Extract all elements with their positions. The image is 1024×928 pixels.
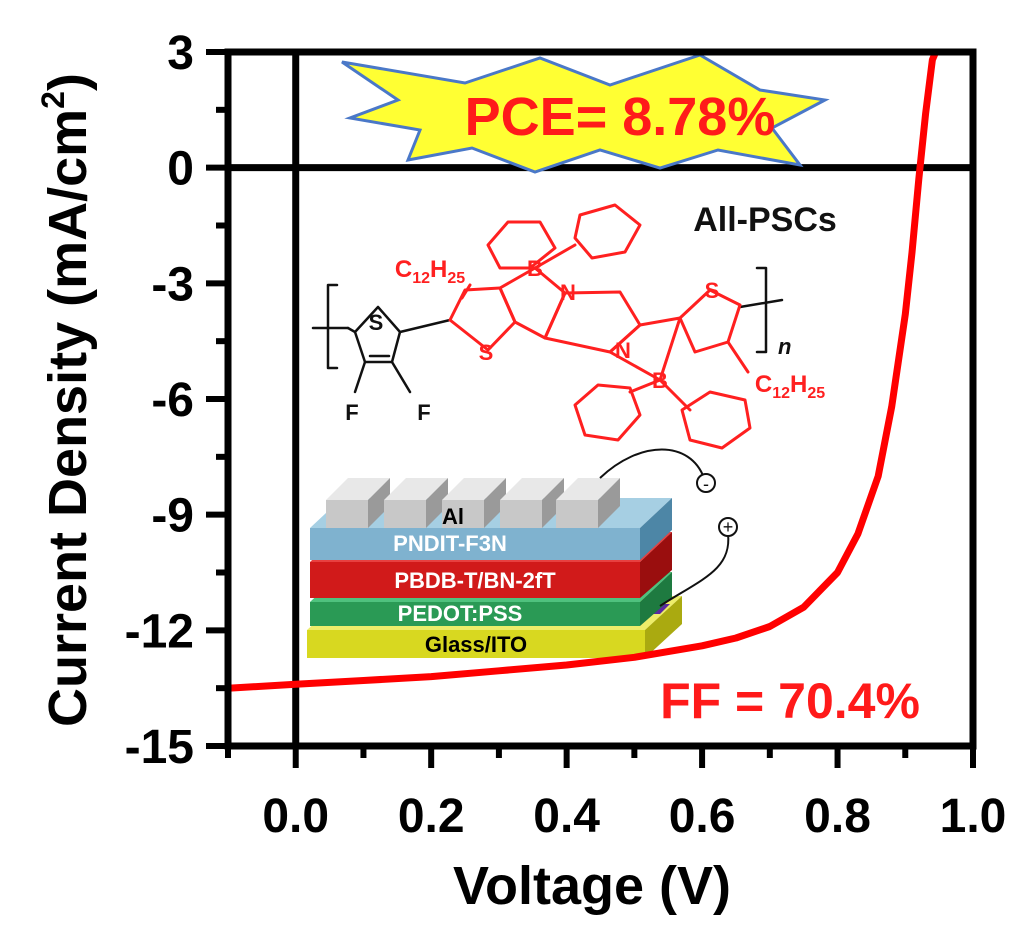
ff-label: FF = 70.4% [660,673,920,729]
atom-s-red-1: S [479,340,494,365]
bond-ph2 [533,243,577,270]
atom-s-red-2: S [705,278,720,303]
phenyl-2 [573,203,642,260]
substrate-layer [307,630,645,658]
substrate-side [645,596,682,658]
x-tick-label: 0.6 [669,790,736,843]
htl-layer [310,602,640,626]
alkyl-chain-left: C12H25 [395,256,465,287]
terminal-negative-sign: - [703,474,709,494]
bond-ft-f2 [390,360,412,394]
y-tick-label: 0 [167,143,194,196]
atom-b-top: B [527,256,543,281]
terminal-positive-sign: + [723,517,734,537]
atom-n-1: N [560,280,576,305]
active-layer [310,562,640,598]
htl-label: PEDOT:PSS [398,601,523,626]
wire-negative [599,448,705,479]
atom-b-bottom: B [652,368,668,393]
jv-curve [227,50,939,692]
atom-n-2: N [615,338,631,363]
etl-label: PNDIT-F3N [393,531,507,556]
bond-alkyl-r [726,340,750,374]
etl-layer [310,528,640,560]
x-tick-label: 0.2 [398,790,465,843]
pce-burst: PCE= 8.78% [341,53,830,174]
phenyl-3 [573,383,642,442]
x-tick-label: 1.0 [940,790,1007,843]
etl-side [640,498,672,560]
active-label: PBDB-T/BN-2fT [394,568,556,593]
bond-ft-a [346,326,357,334]
substrate-label: Glass/ITO [425,632,527,657]
pce-burst-shape [341,53,830,174]
x-tick-label: 0.4 [533,790,600,843]
bond-alkyl-l [460,283,472,300]
bond-ph4 [658,378,692,412]
htl-side [640,572,672,626]
y-tick-label: -15 [125,721,194,774]
al-electrodes [326,478,620,528]
y-tick-label: -6 [151,374,194,427]
bond-ft-b [398,318,452,334]
y-axis-title-group: Current Density (mA/cm2) [35,73,98,727]
atom-f-2: F [417,400,430,425]
polymer-structure: All-PSCs n S F F [311,201,837,450]
alkyl-chain-right: C12H25 [755,371,825,402]
al-finger-5 [556,478,620,528]
x-axis-title: Voltage (V) [453,856,731,916]
x-tick-label: 0.0 [262,790,329,843]
repeat-n: n [778,334,791,359]
al-finger-2 [384,478,448,528]
y-tick-label: 3 [167,27,194,80]
al-finger-1 [326,478,390,528]
active-side [640,532,672,598]
wire-positive [659,533,730,607]
x-tick-label: 0.8 [804,790,871,843]
y-tick-label: -9 [151,490,194,543]
plot-frame [224,48,977,750]
al-label: Al [442,504,464,529]
repeat-bracket-left [326,283,339,370]
phenyl-1 [486,220,557,270]
y-tick-label: -12 [125,605,194,658]
phenyl-4 [680,390,752,450]
fluoro-thiophene-ring [353,305,402,364]
al-finger-4 [500,478,564,528]
device-stack: Glass/ITO PEDOT:PSS PBDB-T/BN-2fT PNDIT-… [307,448,738,658]
device-type-label: All-PSCs [693,201,837,239]
bond-right-end [738,298,784,309]
repeat-bracket-right [755,266,768,354]
pce-label: PCE= 8.78% [465,87,776,147]
bn-core [448,203,752,450]
bond-ph3 [628,378,662,394]
y-tick-label: -3 [151,258,194,311]
atom-f-1: F [345,400,358,425]
terminal-positive [718,517,738,537]
terminal-negative [696,473,716,493]
x-axis-ticks: 0.0 0.2 0.4 0.6 0.8 1.0 [225,746,1007,843]
y-axis-ticks: 3 0 -3 -6 -9 -12 -15 [125,27,228,774]
al-finger-3 [442,478,506,528]
y-axis-title: Current Density (mA/cm2) [35,73,98,727]
bond-ft-f1 [353,360,367,394]
atom-s-black: S [369,310,384,335]
